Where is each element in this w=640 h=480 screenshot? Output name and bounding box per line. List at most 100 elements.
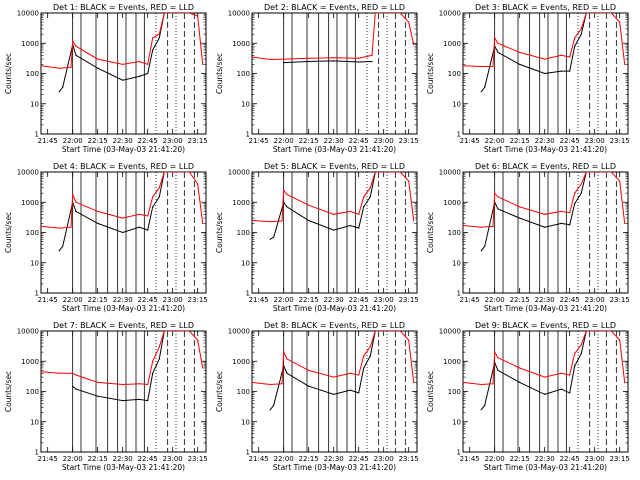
data-point-lld	[519, 206, 521, 208]
data-point-lld	[286, 193, 288, 196]
x-tick-label: 21:45	[460, 137, 480, 145]
data-point-events	[158, 358, 160, 360]
y-tick-label: 10	[452, 418, 461, 426]
data-point-events	[286, 372, 288, 374]
data-point-lld	[72, 40, 74, 42]
y-tick-label: 1000	[443, 199, 461, 207]
data-point-lld	[122, 63, 124, 65]
x-tick-label: 21:45	[460, 296, 480, 304]
data-point-lld	[58, 67, 60, 69]
x-tick-label: 22:30	[324, 137, 344, 145]
x-tick-label: 22:00	[485, 137, 505, 145]
y-tick-label: 10	[30, 259, 39, 267]
data-point-lld	[308, 369, 310, 371]
y-tick-label: 100	[26, 229, 39, 237]
data-point-lld	[363, 196, 365, 198]
data-point-events	[569, 224, 571, 226]
x-axis-label: Start Time (03-May-03 21:41:20)	[62, 463, 185, 472]
data-point-lld	[580, 183, 582, 185]
data-point-lld	[70, 372, 72, 374]
y-tick-label: 1000	[443, 40, 461, 48]
data-point-lld	[158, 346, 160, 348]
data-point-events	[308, 60, 310, 63]
y-tick-label: 1000	[232, 40, 250, 48]
data-point-events	[574, 365, 576, 367]
data-point-events	[58, 91, 60, 93]
data-point-lld	[358, 213, 360, 215]
data-point-lld	[138, 213, 140, 215]
data-point-lld	[363, 355, 365, 357]
x-tick-label: 22:30	[535, 296, 555, 304]
data-point-lld	[374, 331, 376, 332]
y-tick-label: 10000	[17, 328, 39, 336]
data-point-lld	[569, 56, 571, 58]
x-tick-label: 23:15	[399, 137, 419, 145]
data-point-lld	[349, 210, 351, 212]
x-tick-label: 22:45	[349, 455, 369, 463]
x-tick-label: 23:00	[374, 137, 394, 145]
data-point-lld	[544, 376, 546, 378]
data-point-lld	[197, 183, 199, 185]
data-point-events	[58, 250, 60, 252]
data-point-events	[138, 226, 140, 228]
data-point-lld	[188, 331, 190, 332]
panel-det-4: Det 4: BLACK = Events, RED = LLD 1 10 100 10…	[4, 162, 208, 313]
data-point-lld	[75, 45, 77, 47]
y-tick-label: 10	[452, 259, 461, 267]
y-tick-label: 10000	[228, 328, 250, 336]
x-tick-label: 23:15	[610, 296, 630, 304]
data-point-events	[333, 229, 335, 231]
data-point-lld	[585, 331, 587, 332]
data-point-lld	[180, 13, 182, 14]
data-point-events	[519, 217, 521, 219]
data-point-events	[152, 372, 154, 374]
series-line-events	[58, 13, 170, 93]
data-point-events	[349, 224, 351, 227]
data-point-lld	[585, 13, 587, 14]
y-tick-label: 10000	[228, 169, 250, 177]
data-point-lld	[497, 196, 499, 198]
data-point-events	[519, 63, 521, 65]
data-point-lld	[408, 21, 410, 23]
x-tick-label: 21:45	[249, 455, 269, 463]
data-point-lld	[281, 383, 283, 385]
chart-title: Det 1: BLACK = Events, RED = LLD	[53, 3, 194, 12]
x-tick-label: 22:00	[274, 455, 294, 463]
data-point-events	[283, 62, 285, 64]
data-point-events	[580, 352, 582, 355]
data-point-lld	[391, 172, 393, 173]
series-line-lld	[463, 331, 626, 386]
data-point-events	[519, 381, 521, 383]
data-point-lld	[369, 187, 371, 189]
data-point-lld	[374, 172, 376, 173]
data-point-lld	[72, 372, 74, 374]
x-tick-label: 22:45	[560, 137, 580, 145]
data-point-events	[349, 389, 351, 391]
data-point-lld	[58, 227, 60, 229]
data-point-lld	[75, 201, 77, 203]
data-point-lld	[624, 63, 626, 65]
x-tick-label: 22:30	[113, 455, 133, 463]
panel-det-8: Det 8: BLACK = Events, RED = LLD 1 10 100 10…	[215, 321, 419, 472]
data-point-lld	[41, 225, 42, 227]
data-point-lld	[602, 331, 604, 332]
x-tick-label: 22:15	[88, 455, 108, 463]
series-line-lld	[252, 13, 415, 61]
y-tick-label: 10	[241, 259, 250, 267]
panel-det-3: Det 3: BLACK = Events, RED = LLD 1 10 100 10…	[426, 3, 630, 154]
plot-area	[463, 331, 626, 452]
y-tick-label: 100	[237, 388, 250, 396]
x-tick-label: 21:45	[249, 296, 269, 304]
x-tick-label: 21:45	[38, 455, 58, 463]
x-axis-label: Start Time (03-May-03 21:41:20)	[273, 145, 396, 154]
y-axis-label: Counts/sec	[426, 212, 435, 253]
panel-det-7: Det 7: BLACK = Events, RED = LLD 1 10 100 10…	[4, 321, 208, 472]
y-tick-label: 1	[246, 290, 250, 298]
data-point-lld	[619, 339, 621, 341]
y-axis-label: Counts/sec	[426, 53, 435, 94]
data-point-lld	[197, 15, 199, 17]
x-tick-label: 23:00	[163, 455, 183, 463]
data-point-lld	[97, 58, 99, 60]
data-point-lld	[180, 172, 182, 173]
data-point-lld	[147, 63, 149, 65]
